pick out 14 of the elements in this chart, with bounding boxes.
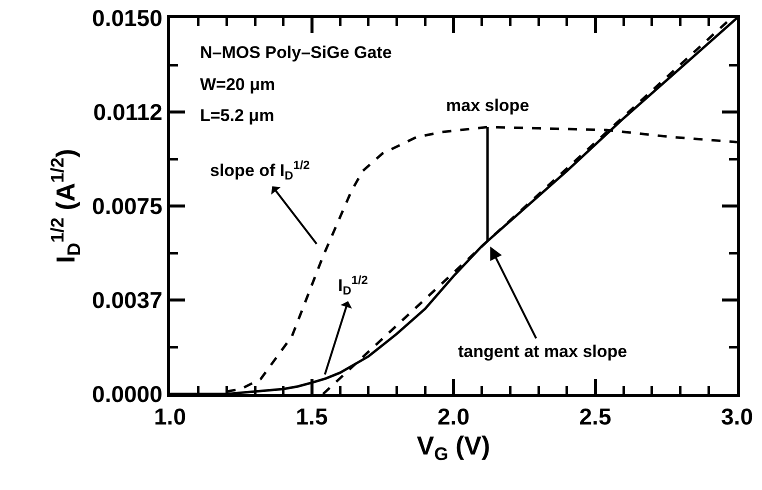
annotation: tangent at max slope <box>458 342 628 361</box>
y-tick-label: 0.0075 <box>92 193 163 220</box>
annotation: W=20 μm <box>200 75 276 94</box>
annotation: max slope <box>446 96 530 115</box>
annotation: L=5.2 μm <box>200 106 274 125</box>
x-axis-title: V$_{G}$ (V) <box>416 430 490 464</box>
x-tick-label: 2.5 <box>579 404 612 430</box>
annotation: N–MOS Poly–SiGe Gate <box>200 43 392 62</box>
y-tick-label: 0.0150 <box>92 5 162 32</box>
x-tick-label: 1.5 <box>296 404 328 430</box>
x-tick-label: 3.0 <box>721 404 753 430</box>
y-tick-label: 0.0112 <box>93 99 162 126</box>
x-tick-label: 2.0 <box>438 404 470 430</box>
y-tick-label: 0.0037 <box>92 287 162 314</box>
